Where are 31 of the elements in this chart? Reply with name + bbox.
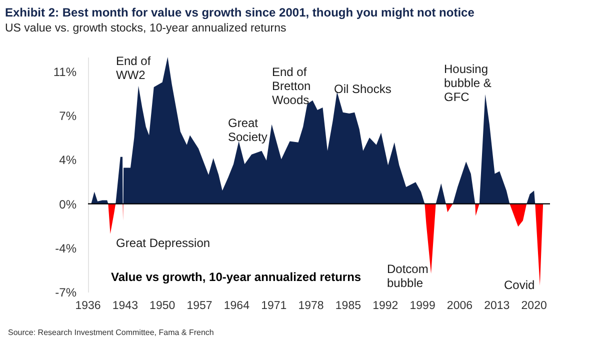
y-tick-label: 4%	[59, 153, 77, 168]
y-tick-label: 0%	[59, 197, 77, 212]
chart-subtitle: US value vs. growth stocks, 10-year annualized returns	[5, 22, 286, 34]
annotation: End of WW2	[116, 54, 152, 82]
x-tick-label: 1978	[298, 300, 324, 312]
y-tick-label: -7%	[55, 286, 77, 300]
annotation: End of Bretton Woods	[272, 65, 311, 107]
x-tick-label: 1950	[150, 300, 176, 312]
y-tick-label: -4%	[55, 241, 77, 256]
annotation: Great Society	[228, 116, 268, 144]
x-tick-label: 1992	[372, 300, 398, 312]
x-tick-label: 1964	[224, 300, 250, 312]
x-tick-label: 1943	[112, 300, 138, 312]
x-tick-label: 1985	[335, 300, 362, 312]
source-note: Source: Research Investment Committee, Fama & French	[8, 328, 214, 337]
x-tick-label: 2013	[484, 300, 510, 312]
chart-title: Exhibit 2: Best month for value vs growth since 2001, though you might not notice	[5, 6, 475, 20]
y-tick-label: 7%	[59, 109, 77, 124]
annotation: Oil Shocks	[334, 82, 392, 96]
annotation: Great Depression	[116, 236, 210, 250]
annotation: Dotcom bubble	[387, 262, 428, 290]
x-tick-label: 1936	[75, 300, 101, 312]
x-tick-label: 1957	[186, 300, 212, 312]
x-tick-label: 2006	[446, 300, 473, 312]
annotation: Housing bubble & GFC	[444, 62, 492, 104]
x-tick-label: 2020	[521, 300, 547, 312]
x-tick-label: 1999	[410, 300, 436, 312]
annotation: Value vs growth, 10-year annualized returns	[111, 270, 362, 284]
y-tick-label: 11%	[53, 64, 77, 79]
x-tick-label: 1971	[261, 300, 287, 312]
annotation: Covid	[504, 278, 535, 292]
